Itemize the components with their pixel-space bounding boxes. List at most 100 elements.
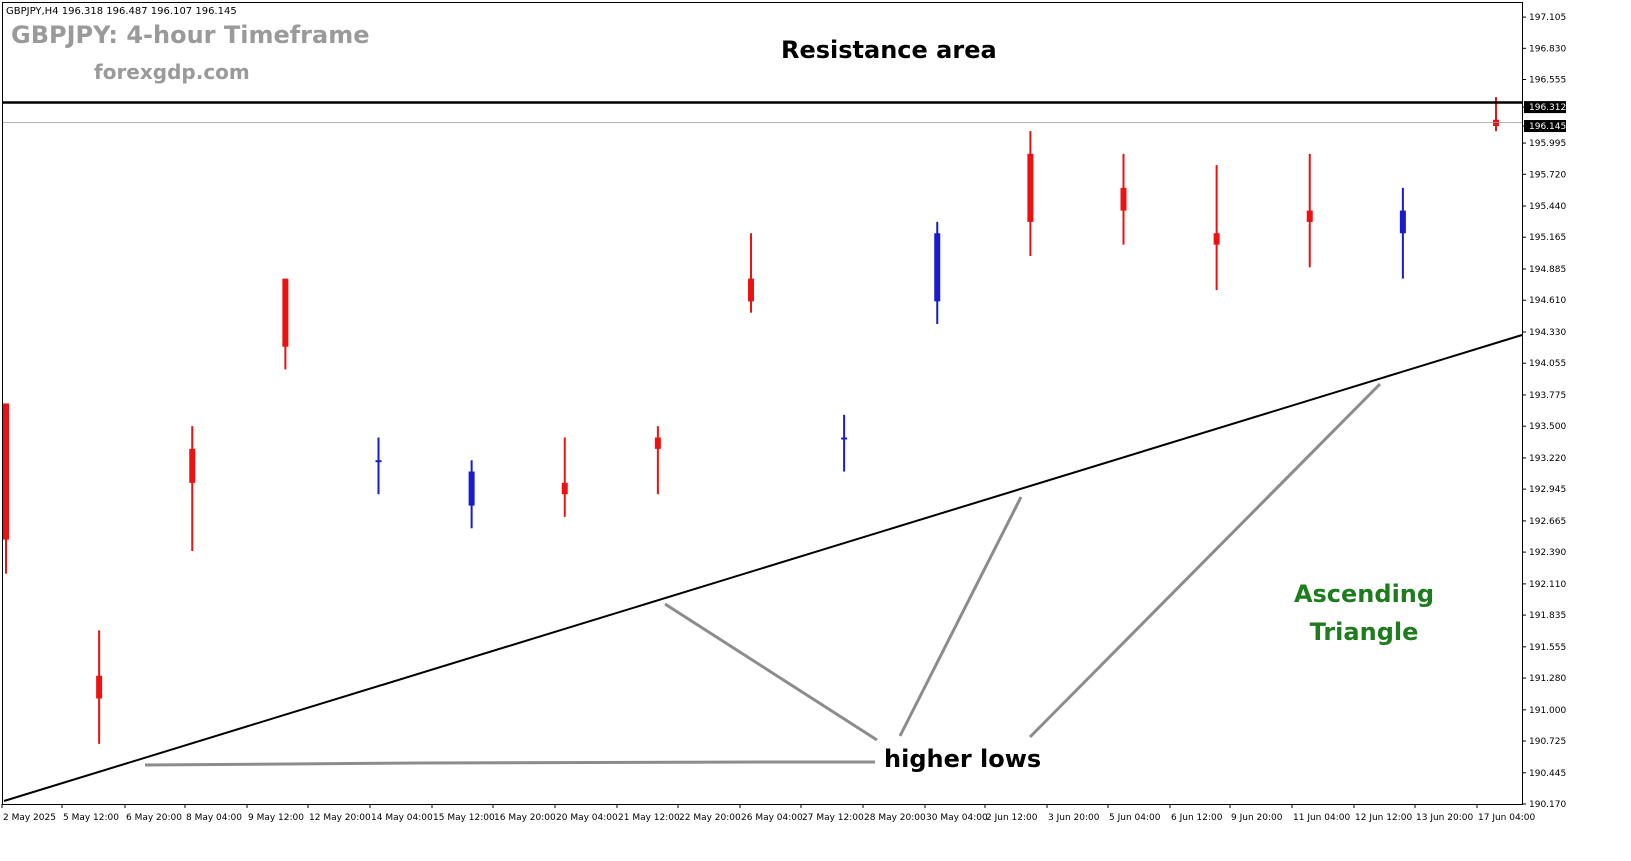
- candle-body: [1399, 210, 1406, 234]
- candle-body: [1213, 233, 1220, 245]
- x-tick-label: 16 May 20:00: [494, 813, 556, 823]
- price-tags: 196.312 196.145: [1524, 101, 1566, 133]
- y-tick-label: 191.555: [1529, 643, 1566, 653]
- pointer-fourth-low: [1028, 382, 1382, 739]
- candle: [654, 426, 661, 495]
- x-tick-label: 12 May 20:00: [309, 813, 371, 823]
- candle-body: [375, 460, 382, 463]
- x-tick-label: 12 Jun 12:00: [1355, 813, 1412, 823]
- y-tick-label: 194.330: [1529, 328, 1566, 338]
- x-tick-label: 28 May 20:00: [864, 813, 926, 823]
- y-tick-label: 195.720: [1529, 170, 1566, 180]
- x-tick-label: 5 May 12:00: [63, 813, 119, 823]
- y-tick-label: 196.555: [1529, 76, 1566, 86]
- x-tick-label: 22 May 20:00: [679, 813, 741, 823]
- y-tick-label: 191.000: [1529, 706, 1566, 716]
- x-tick-label: 14 May 04:00: [371, 813, 433, 823]
- y-tick-label: 193.500: [1529, 422, 1566, 432]
- price-axis: 197.105 196.830 196.555 196.312 196.145 195.9…: [1522, 13, 1566, 810]
- x-tick-label: 30 May 04:00: [926, 813, 988, 823]
- candle: [1399, 187, 1406, 279]
- y-tick-label: 193.775: [1529, 391, 1566, 401]
- y-tick-label: 191.280: [1529, 674, 1566, 684]
- candle: [96, 630, 103, 744]
- candle-body: [841, 437, 848, 440]
- x-tick-label: 17 Jun 04:00: [1478, 813, 1535, 823]
- candle: [561, 437, 568, 517]
- y-tick-label: 194.610: [1529, 296, 1566, 306]
- y-tick-label: 196.830: [1529, 44, 1566, 54]
- resistance-area-label: Resistance area: [781, 36, 997, 64]
- y-tick-label: 197.105: [1529, 13, 1566, 23]
- candle-body: [96, 675, 103, 699]
- candle: [1306, 153, 1313, 268]
- x-tick-label: 6 May 20:00: [126, 813, 182, 823]
- pointer-second-low: [664, 602, 878, 742]
- website-label: forexgdp.com: [94, 60, 250, 84]
- candle: [375, 437, 382, 495]
- candle: [3, 403, 9, 574]
- candle: [1213, 165, 1220, 290]
- y-tick-label: 192.110: [1529, 580, 1566, 590]
- candle-body: [748, 278, 754, 302]
- price-tag-box: [1524, 120, 1566, 133]
- candle: [841, 414, 848, 472]
- x-tick-label: 9 May 12:00: [248, 813, 304, 823]
- x-tick-label: 13 Jun 20:00: [1416, 813, 1473, 823]
- price-tag-box: [1524, 101, 1566, 114]
- y-tick-label: 192.390: [1529, 548, 1566, 558]
- price-tag: 196.312: [1524, 101, 1566, 114]
- candle-body: [1027, 153, 1034, 222]
- candle: [1120, 153, 1127, 245]
- pointer-first-low: [144, 760, 875, 767]
- candle: [934, 221, 941, 325]
- x-tick-label: 6 Jun 12:00: [1171, 813, 1223, 823]
- x-tick-label: 2 May 2025: [3, 813, 56, 823]
- plot-frame: [2, 2, 1523, 805]
- x-tick-label: 20 May 04:00: [556, 813, 618, 823]
- y-tick-label: 194.885: [1529, 265, 1566, 275]
- x-tick-label: 15 May 12:00: [433, 813, 495, 823]
- pointer-third-low: [898, 496, 1023, 737]
- candle: [468, 460, 475, 529]
- candle-body: [1306, 210, 1313, 222]
- candle-body: [3, 403, 9, 540]
- y-tick-label: 190.445: [1529, 769, 1566, 779]
- candle: [1027, 131, 1034, 256]
- y-tick-label: 190.725: [1529, 737, 1566, 747]
- x-tick-label: 9 Jun 20:00: [1231, 813, 1283, 823]
- candle-body: [282, 278, 289, 347]
- higher-lows-pointers: [144, 382, 1382, 767]
- candle-body: [468, 471, 475, 506]
- candle: [189, 426, 196, 551]
- candle-body: [934, 233, 941, 302]
- ascending-trendline: [3, 334, 1523, 802]
- candle-body: [1493, 119, 1499, 127]
- price-tag-label: 196.312: [1529, 103, 1566, 113]
- candle-body: [561, 482, 568, 495]
- pattern-label-line1: Ascending: [1294, 580, 1434, 608]
- x-tick-label: 26 May 04:00: [741, 813, 803, 823]
- time-axis: 2 May 2025 5 May 12:00 6 May 20:00 8 May 04…: [1, 804, 1535, 823]
- candle-body: [1120, 187, 1127, 211]
- higher-lows-label: higher lows: [884, 745, 1041, 773]
- y-tick-label: 195.165: [1529, 233, 1566, 243]
- y-tick-label: 195.995: [1529, 139, 1566, 149]
- candle: [282, 278, 289, 370]
- x-tick-label: 8 May 04:00: [186, 813, 242, 823]
- price-tag-label: 196.145: [1529, 122, 1566, 132]
- candle-body: [654, 437, 661, 449]
- x-tick-label: 5 Jun 04:00: [1109, 813, 1161, 823]
- y-tick-label: 194.055: [1529, 359, 1566, 369]
- y-tick-label: 191.835: [1529, 611, 1566, 621]
- y-tick-label: 190.170: [1529, 800, 1566, 810]
- x-tick-label: 11 Jun 04:00: [1293, 813, 1350, 823]
- y-tick-label: 195.440: [1529, 202, 1566, 212]
- x-tick-label: 21 May 12:00: [618, 813, 680, 823]
- y-tick-label: 192.665: [1529, 517, 1566, 527]
- x-tick-label: 3 Jun 20:00: [1048, 813, 1100, 823]
- x-tick-label: 2 Jun 12:00: [986, 813, 1038, 823]
- pattern-label-line2: Triangle: [1310, 618, 1419, 646]
- chart-header: GBPJPY,H4 196.318 196.487 196.107 196.14…: [6, 6, 237, 17]
